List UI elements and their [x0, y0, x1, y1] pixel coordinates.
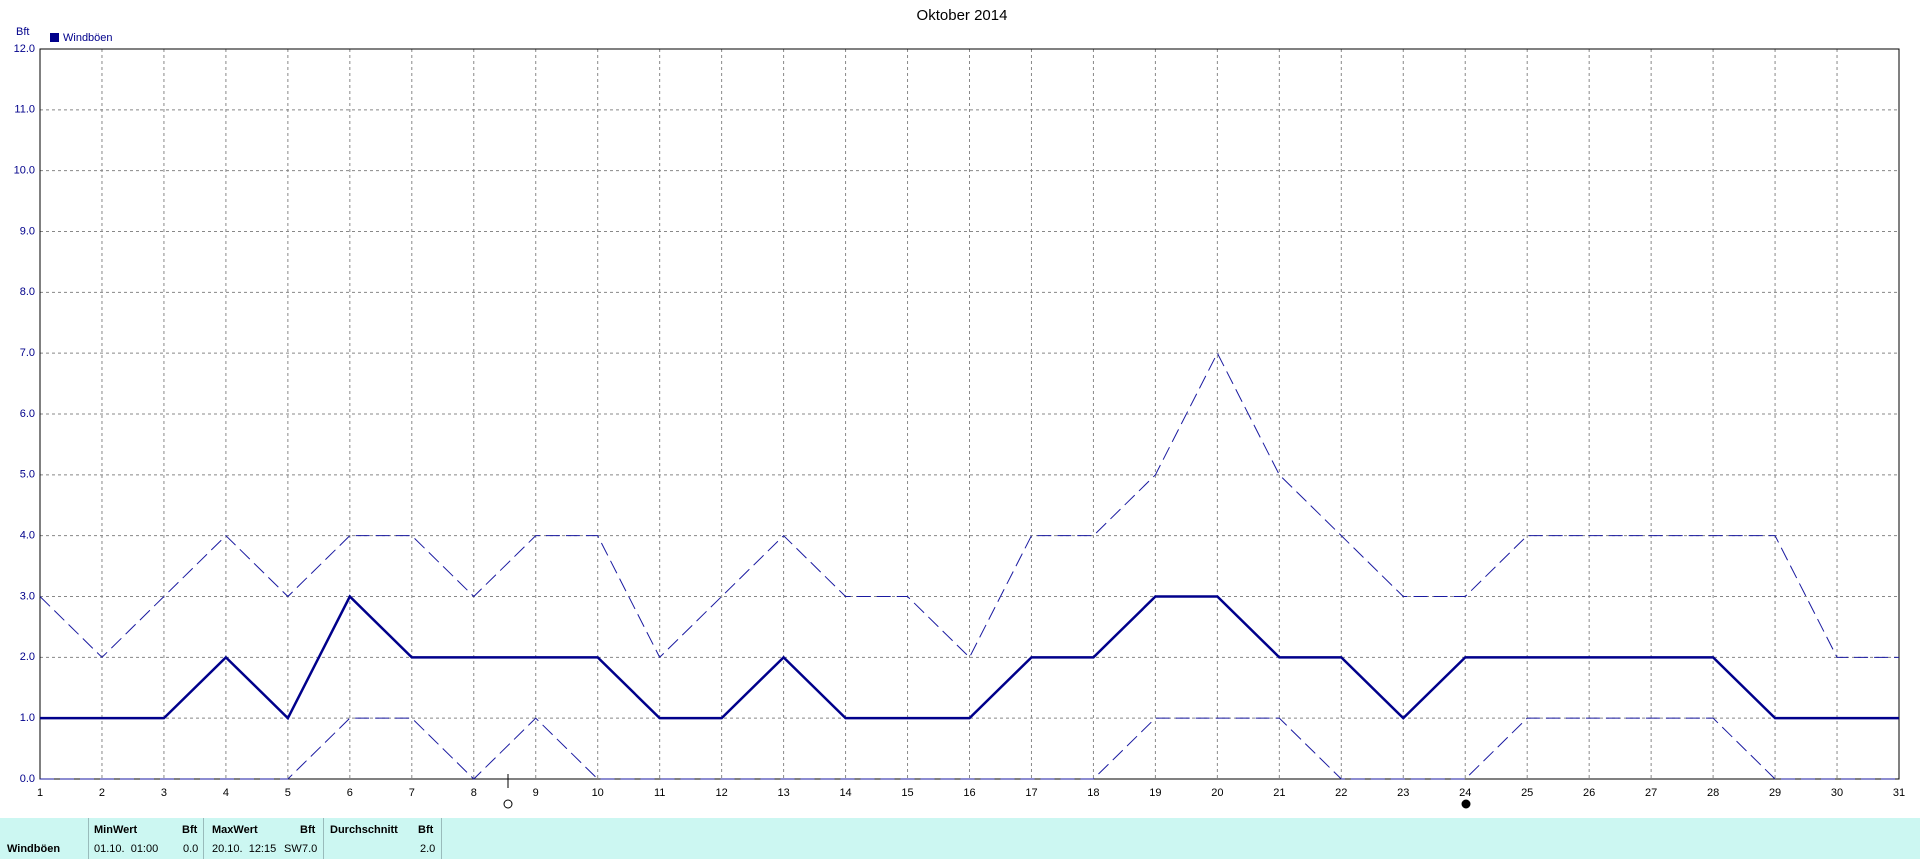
- y-tick-label: 6.0: [20, 408, 35, 420]
- x-tick-label: 21: [1273, 787, 1285, 799]
- series-line: [40, 717, 1899, 780]
- x-tick-label: 26: [1583, 787, 1595, 799]
- separator: [203, 818, 204, 859]
- x-tick-label: 8: [471, 787, 477, 799]
- x-tick-label: 30: [1831, 787, 1843, 799]
- summary-table: Windböen MinWert Bft 01.10. 01:00 0.0 Ma…: [0, 818, 1920, 859]
- moon-icon: [503, 799, 513, 809]
- x-tick-label: 3: [161, 787, 167, 799]
- x-tick-label: 24: [1459, 787, 1471, 799]
- header: Durchschnitt: [330, 824, 398, 836]
- x-tick-label: 16: [963, 787, 975, 799]
- header: MinWert: [94, 824, 138, 836]
- chart: Oktober 2014 Bft Windböen 0.0 1.0 2.0 3.0 4.…: [14, 7, 1905, 809]
- y-tick-label: 3.0: [20, 590, 35, 602]
- y-axis-unit: Bft: [16, 26, 29, 38]
- x-tick-label: 20: [1211, 787, 1223, 799]
- x-tick-label: 7: [409, 787, 415, 799]
- x-tick-label: 1: [37, 787, 43, 799]
- x-tick-label: 15: [901, 787, 913, 799]
- x-tick-label: 25: [1521, 787, 1533, 799]
- separator: [441, 818, 442, 859]
- x-tick-label: 13: [777, 787, 789, 799]
- legend-swatch: [50, 33, 59, 42]
- separator: [323, 818, 324, 859]
- x-tick-label: 6: [347, 787, 353, 799]
- x-tick-label: 28: [1707, 787, 1719, 799]
- y-tick-label: 11.0: [14, 104, 35, 116]
- x-tick-label: 11: [654, 787, 665, 799]
- x-tick-label: 5: [285, 787, 291, 799]
- x-tick-label: 10: [592, 787, 604, 799]
- y-tick-label: 2.0: [20, 651, 35, 663]
- value: 7.0: [302, 843, 318, 855]
- x-tick-label: 14: [839, 787, 851, 799]
- y-tick-label: 5.0: [20, 469, 35, 481]
- header: MaxWert: [212, 824, 258, 836]
- y-tick-label: 9.0: [20, 225, 35, 237]
- chart-title: Oktober 2014: [917, 7, 1008, 24]
- x-tick-label: 31: [1893, 787, 1905, 799]
- x-tick-label: 4: [223, 787, 229, 799]
- value: 0.0: [183, 843, 199, 855]
- y-tick-label: 4.0: [20, 530, 35, 542]
- x-tick-label: 12: [716, 787, 728, 799]
- y-tick-label: 8.0: [20, 286, 35, 298]
- direction: SW: [284, 843, 302, 855]
- x-tick-label: 18: [1087, 787, 1099, 799]
- x-tick-label: 29: [1769, 787, 1781, 799]
- unit: Bft: [300, 824, 316, 836]
- x-tick-label: 17: [1025, 787, 1037, 799]
- x-tick-label: 9: [533, 787, 539, 799]
- series-line: [39, 352, 1899, 659]
- row-label: Windböen: [7, 843, 61, 855]
- value: 2.0: [420, 843, 436, 855]
- y-tick-label: 12.0: [14, 43, 35, 55]
- y-tick-label: 0.0: [20, 773, 35, 785]
- x-tick-label: 22: [1335, 787, 1347, 799]
- y-tick-label: 7.0: [20, 347, 35, 359]
- moon-icon: [1461, 799, 1471, 809]
- legend-label: Windböen: [63, 32, 113, 44]
- x-tick-label: 23: [1397, 787, 1409, 799]
- separator: [88, 818, 89, 859]
- series-line: [40, 594, 1899, 721]
- unit: Bft: [418, 824, 434, 836]
- y-tick-label: 1.0: [20, 712, 35, 724]
- unit: Bft: [182, 824, 198, 836]
- x-tick-label: 19: [1149, 787, 1161, 799]
- x-tick-label: 27: [1645, 787, 1657, 799]
- time: 01.10. 01:00: [94, 843, 159, 855]
- y-tick-label: 10.0: [14, 165, 35, 177]
- x-tick-label: 2: [99, 787, 105, 799]
- time: 20.10. 12:15: [212, 843, 277, 855]
